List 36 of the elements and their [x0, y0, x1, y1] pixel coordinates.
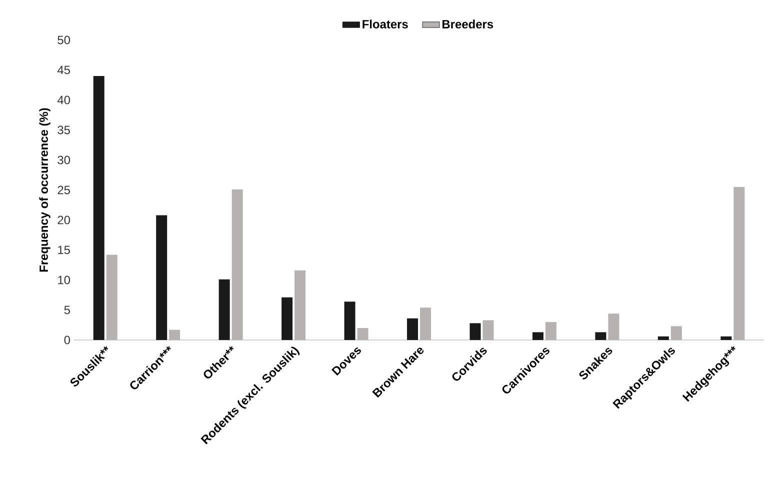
bar — [357, 328, 368, 340]
bar — [545, 322, 556, 340]
y-tick-label: 45 — [57, 66, 70, 74]
y-tick-label: 50 — [58, 36, 70, 44]
y-tick-label: 0 — [64, 336, 70, 344]
bar — [282, 297, 293, 340]
y-tick-label: 5 — [64, 306, 70, 314]
bar — [232, 189, 243, 340]
bar — [169, 330, 180, 340]
y-tick-label: 30 — [58, 156, 70, 164]
legend-label: Floaters — [362, 20, 408, 28]
bar — [532, 332, 544, 340]
y-tick-label: 25 — [58, 186, 70, 194]
bar — [407, 318, 418, 340]
bar — [93, 76, 104, 340]
bar — [734, 187, 745, 340]
y-tick-label: 20 — [58, 216, 70, 224]
bar — [470, 323, 481, 340]
y-tick-label: 35 — [58, 126, 70, 134]
y-tick-label: 10 — [58, 276, 70, 284]
bar — [294, 270, 306, 340]
bar — [482, 320, 494, 340]
bar — [218, 279, 230, 340]
bar — [344, 302, 356, 340]
bar — [106, 254, 118, 340]
bar — [156, 215, 168, 340]
legend-label: Breeders — [442, 20, 494, 28]
y-axis-title: Frequency of occurrence (%) — [39, 108, 50, 272]
bar — [608, 314, 620, 340]
bar — [720, 336, 732, 340]
y-tick-label: 15 — [58, 246, 70, 254]
y-tick-label: 40 — [57, 96, 70, 104]
bar — [595, 332, 606, 340]
bar — [420, 308, 431, 340]
bar — [658, 336, 669, 340]
bar — [670, 326, 682, 340]
